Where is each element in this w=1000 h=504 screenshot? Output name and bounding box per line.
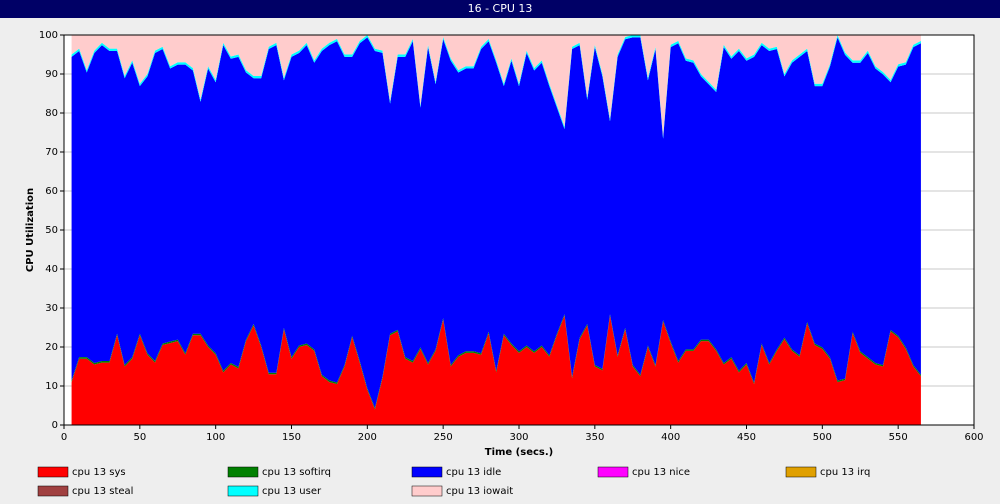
x-tick-label: 500 <box>813 432 832 443</box>
legend-label: cpu 13 steal <box>72 486 133 497</box>
x-tick-label: 350 <box>585 432 604 443</box>
legend-swatch <box>37 485 69 497</box>
x-tick-label: 50 <box>133 432 146 443</box>
plot-frame <box>63 34 975 426</box>
y-tick-label: 90 <box>45 69 58 80</box>
y-tick-label: 80 <box>45 108 58 119</box>
legend-swatch <box>411 466 443 478</box>
legend-label: cpu 13 nice <box>632 467 690 478</box>
area <box>71 35 921 137</box>
legend-label: cpu 13 idle <box>446 467 501 478</box>
y-axis-label: CPU Utilization <box>25 188 36 272</box>
x-tick-label: 250 <box>434 432 453 443</box>
y-tick-label: 20 <box>45 342 58 353</box>
x-tick-label: 450 <box>737 432 756 443</box>
legend-swatch <box>411 485 443 497</box>
legend-swatch <box>785 466 817 478</box>
x-tick-label: 400 <box>661 432 680 443</box>
x-tick-label: 0 <box>61 432 67 443</box>
y-tick-label: 0 <box>52 420 58 431</box>
legend-label: cpu 13 sys <box>72 467 126 478</box>
legend-swatch <box>227 485 259 497</box>
legend-swatch <box>597 466 629 478</box>
x-tick-label: 600 <box>964 432 983 443</box>
x-axis-label: Time (secs.) <box>485 447 554 458</box>
chart-title: 16 - CPU 13 <box>468 2 533 15</box>
x-tick-label: 150 <box>282 432 301 443</box>
y-tick-label: 50 <box>45 225 58 236</box>
x-tick-label: 100 <box>206 432 225 443</box>
x-tick-label: 300 <box>509 432 528 443</box>
legend-label: cpu 13 user <box>262 486 322 497</box>
y-tick-label: 10 <box>45 381 58 392</box>
area <box>71 37 921 408</box>
legend-swatch <box>227 466 259 478</box>
title-bar <box>0 0 1000 18</box>
y-tick-label: 30 <box>45 303 58 314</box>
y-tick-label: 70 <box>45 147 58 158</box>
x-tick-label: 550 <box>889 432 908 443</box>
y-tick-label: 60 <box>45 186 58 197</box>
y-tick-label: 100 <box>39 30 58 41</box>
area <box>71 315 921 425</box>
x-tick-label: 200 <box>358 432 377 443</box>
y-tick-label: 40 <box>45 264 58 275</box>
legend-label: cpu 13 iowait <box>446 486 513 497</box>
legend-label: cpu 13 irq <box>820 467 870 478</box>
legend-swatch <box>37 466 69 478</box>
legend-label: cpu 13 softirq <box>262 467 331 478</box>
